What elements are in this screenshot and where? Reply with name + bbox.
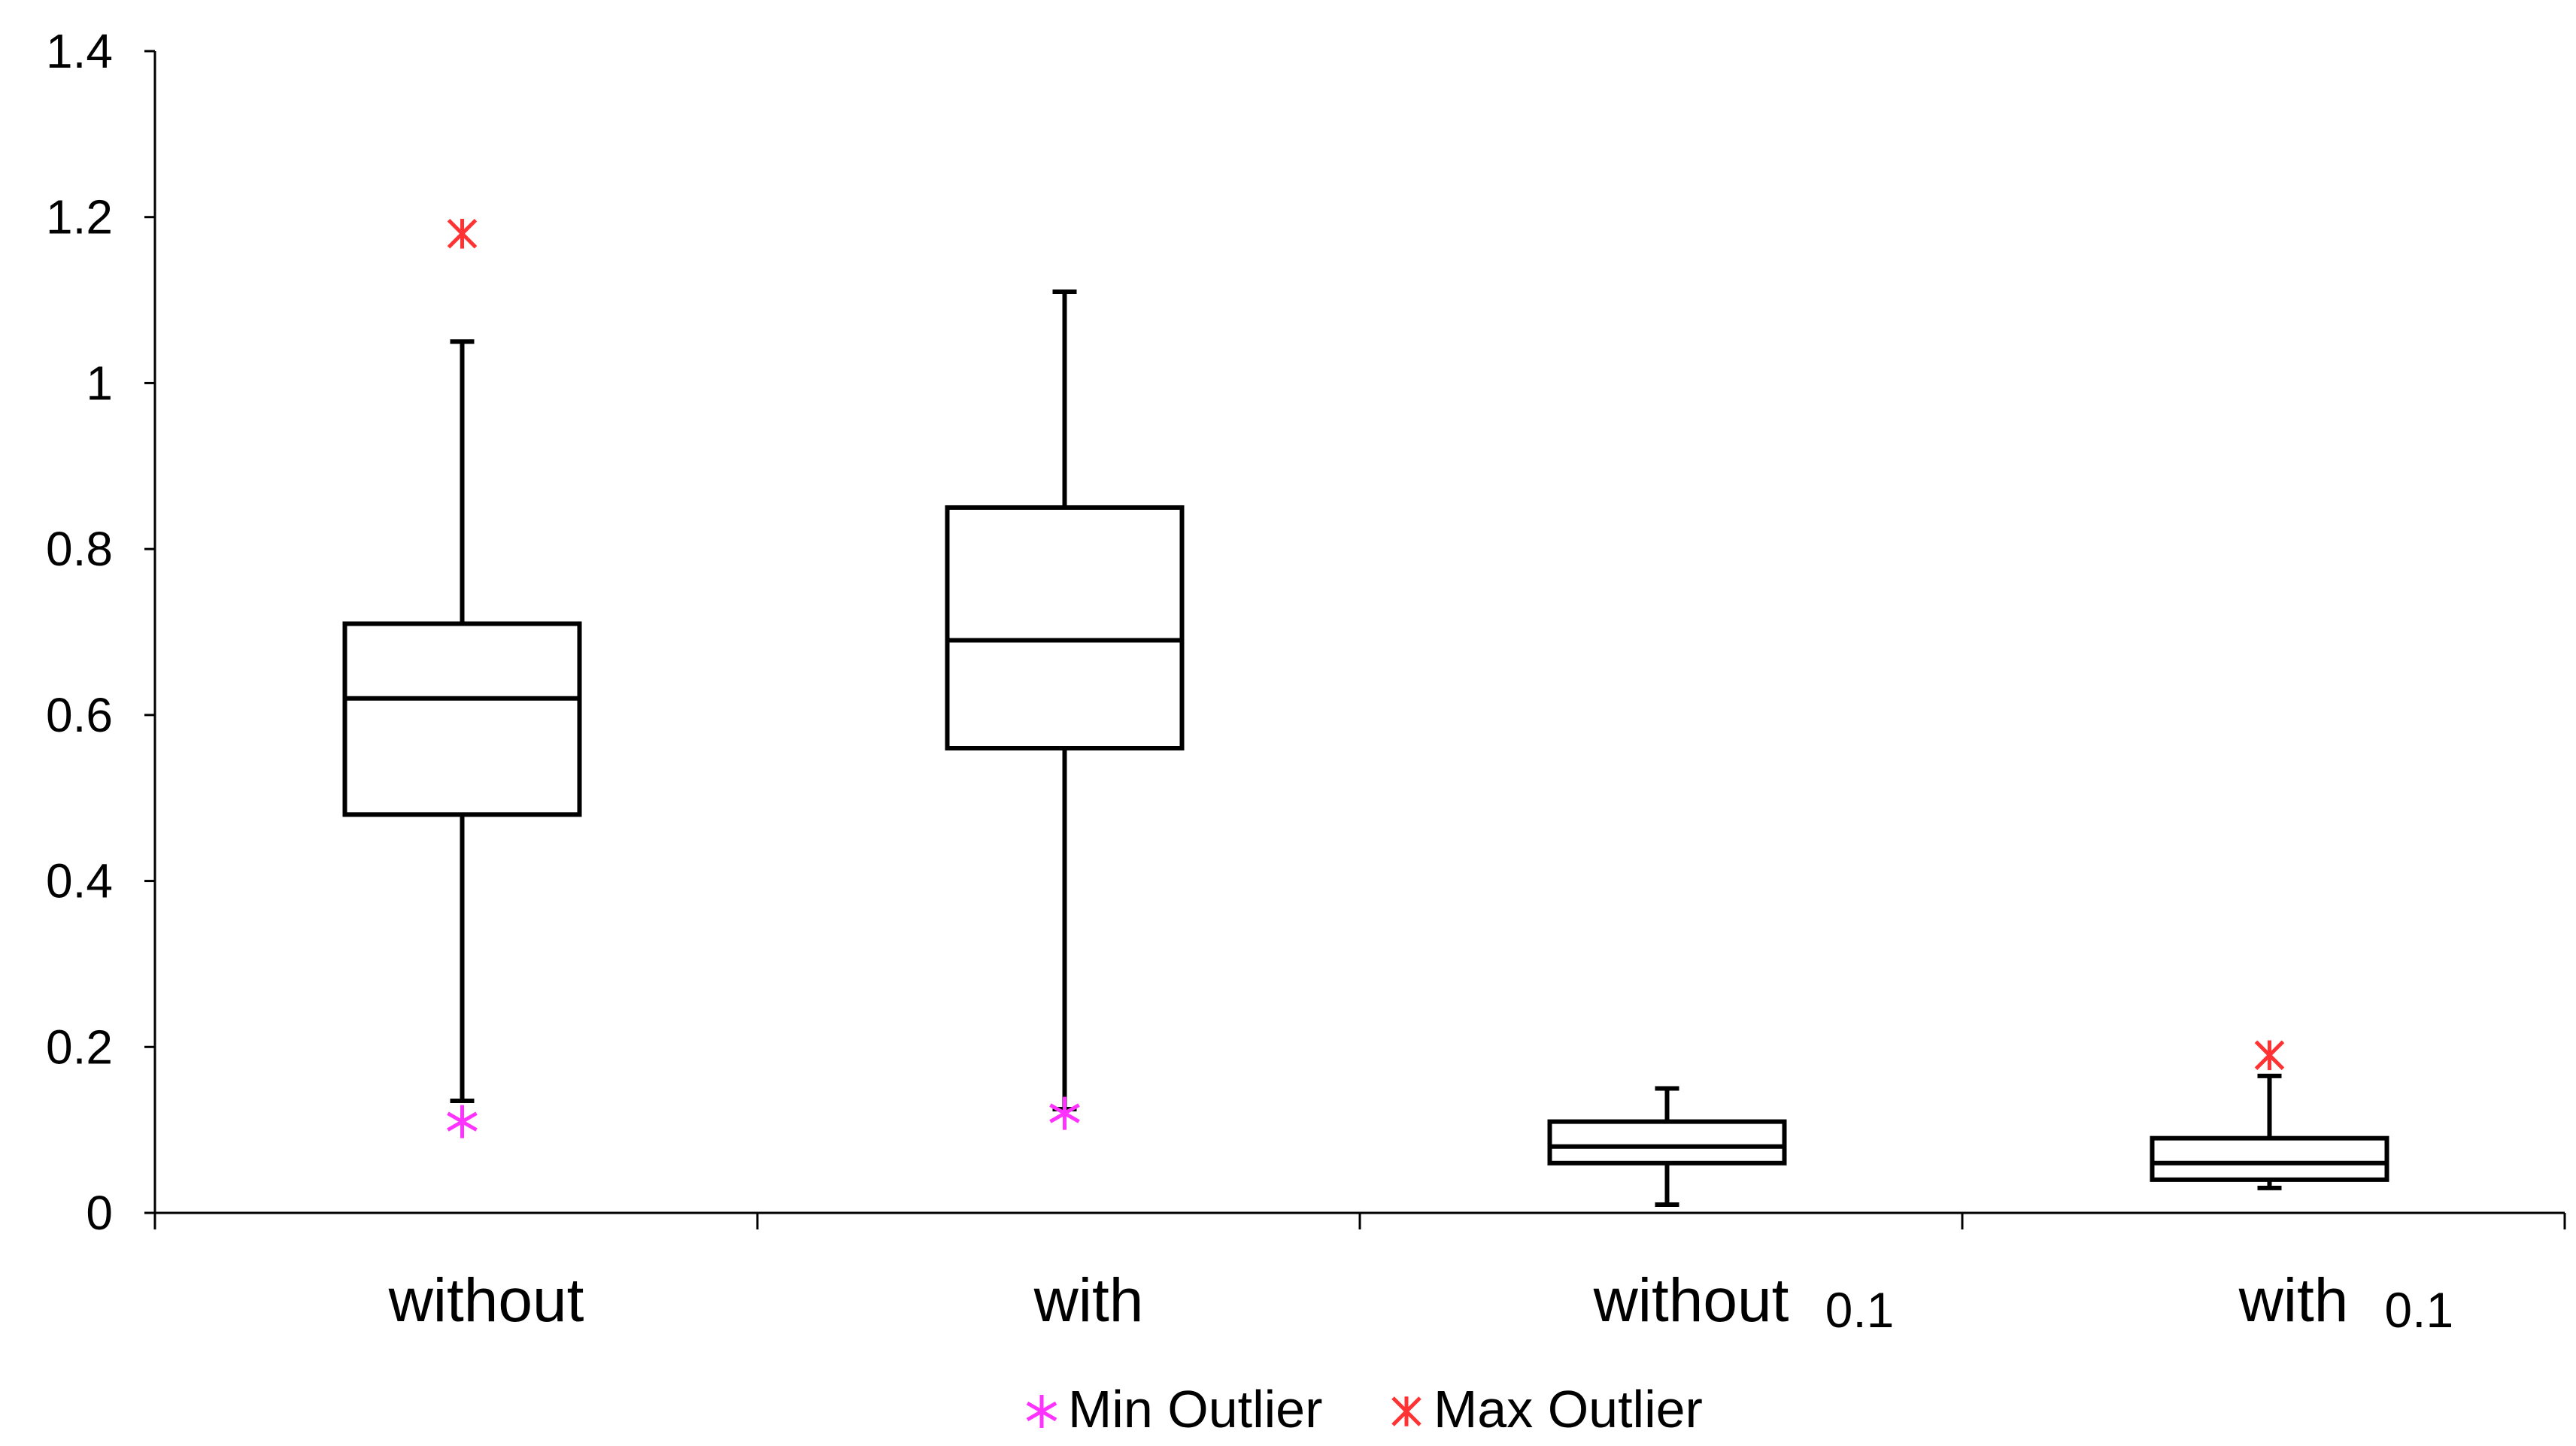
min-outlier-legend-marker	[1026, 1395, 1057, 1428]
x-category-label: with	[2238, 1266, 2349, 1335]
marker-stroke	[1049, 1103, 1080, 1123]
iqr-box	[1547, 1119, 1787, 1166]
x-category-label: without	[388, 1266, 584, 1335]
box-4	[2150, 1073, 2389, 1190]
box-series	[342, 290, 2389, 1207]
y-tick-label: 1.4	[46, 24, 113, 78]
x-category-label: without	[1593, 1266, 1789, 1335]
legend-item-max-outlier: Max Outlier	[1391, 1380, 1703, 1438]
y-tick-label: 0.8	[46, 522, 113, 576]
iqr-box	[2150, 1135, 2389, 1182]
x-axis: without with without 0.1 with 0.1	[153, 1211, 2566, 1338]
iqr-box	[945, 505, 1185, 750]
max-outlier-point	[2254, 1040, 2285, 1071]
x-category-suffix: 0.1	[1825, 1282, 1895, 1338]
min-outlier-point	[1049, 1096, 1080, 1130]
y-axis: 0 0.2 0.4 0.6 0.8 1 1.2 1.4	[46, 24, 156, 1240]
y-tick-label: 1.2	[46, 190, 113, 244]
y-tick-label: 0	[86, 1186, 113, 1240]
y-tick-label: 0.6	[46, 688, 113, 742]
marker-stroke	[1026, 1401, 1057, 1422]
max-outlier-point	[447, 218, 478, 249]
legend: Min Outlier Max Outlier	[1026, 1380, 1703, 1438]
max-outlier-legend-glyph	[1391, 1396, 1422, 1426]
iqr-box	[342, 621, 582, 817]
x-category-label: with	[1033, 1266, 1144, 1335]
box-2	[945, 290, 1185, 1112]
min-outlier-legend-glyph	[1026, 1395, 1057, 1428]
y-tick-label: 1	[86, 356, 113, 410]
box-3	[1547, 1086, 1787, 1207]
outlier-markers	[447, 218, 2285, 1138]
y-tick-label: 0.2	[46, 1020, 113, 1074]
box-1	[342, 339, 582, 1104]
marker-stroke	[447, 1111, 478, 1132]
max-outlier-legend-marker	[1391, 1396, 1422, 1426]
x-category-suffix: 0.1	[2384, 1282, 2453, 1338]
legend-label-min-outlier: Min Outlier	[1068, 1380, 1322, 1438]
legend-label-max-outlier: Max Outlier	[1434, 1380, 1703, 1438]
y-tick-label: 0.4	[46, 854, 113, 908]
legend-item-min-outlier: Min Outlier	[1026, 1380, 1322, 1438]
min-outlier-point	[447, 1105, 478, 1138]
